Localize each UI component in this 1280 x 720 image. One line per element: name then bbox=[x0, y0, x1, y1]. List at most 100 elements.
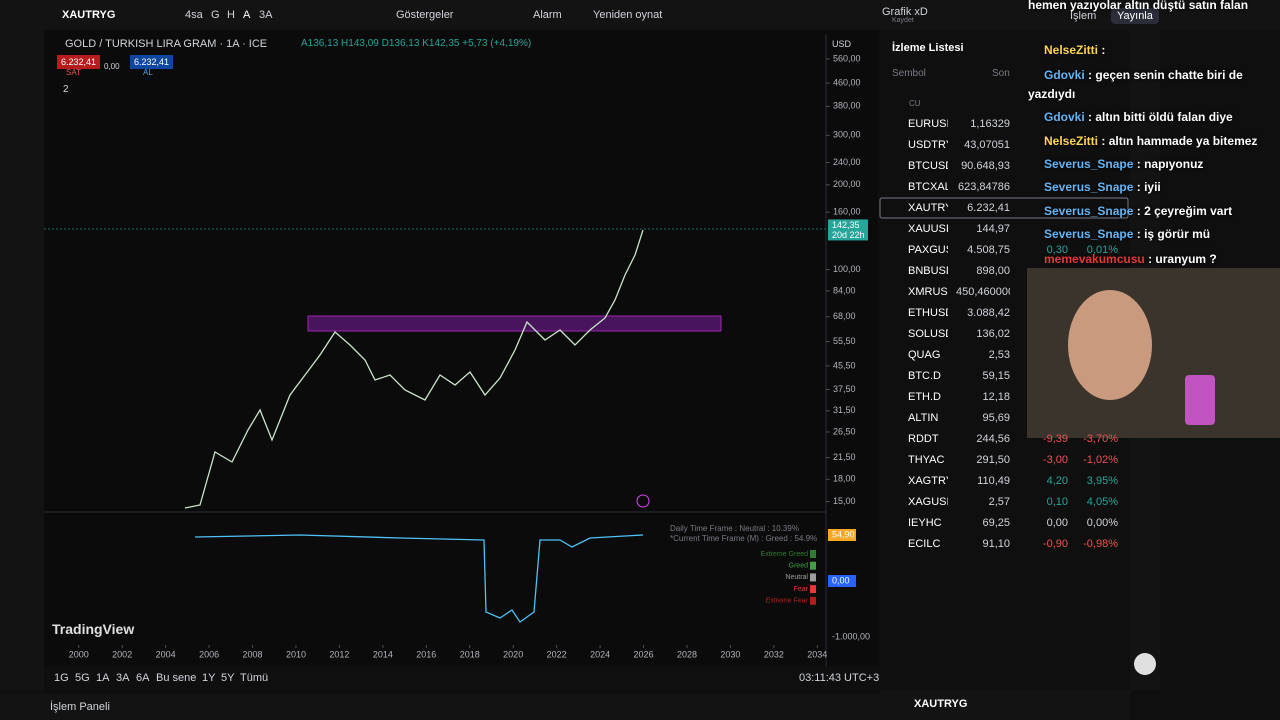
chat-text: : altın hammade ya bitemez bbox=[1101, 134, 1258, 148]
watchlist-symbol[interactable]: BNBUSDT bbox=[908, 265, 948, 277]
watchlist-symbol[interactable]: BTCUSDT bbox=[908, 160, 948, 172]
interval-button[interactable]: A bbox=[243, 9, 251, 21]
watchlist-last: 6.232,41 bbox=[967, 202, 1010, 214]
x-tick-label: 2032 bbox=[764, 649, 784, 659]
x-tick-label: 2026 bbox=[634, 649, 654, 659]
watchlist-last: 244,56 bbox=[976, 433, 1010, 445]
indicator-axis-label: -1.000,00 bbox=[832, 631, 870, 641]
chat-username[interactable]: Gdovki bbox=[1044, 110, 1085, 124]
range-button[interactable]: 5Y bbox=[221, 672, 235, 684]
watchlist-group: CU bbox=[909, 99, 921, 108]
indicator-axis-label: 0,00 bbox=[832, 575, 850, 585]
column-header: Son bbox=[992, 68, 1010, 79]
watchlist-symbol[interactable]: XAUUSI bbox=[908, 223, 948, 235]
range-button[interactable]: 6A bbox=[136, 672, 150, 684]
interval-button[interactable]: 4sa bbox=[185, 9, 203, 21]
watchlist-change-percent: 0,00% bbox=[1086, 517, 1118, 529]
clock: 03:11:43 UTC+3 bbox=[799, 672, 880, 684]
column-header: Sembol bbox=[892, 68, 926, 79]
indicators-button[interactable]: Göstergeler bbox=[396, 9, 454, 21]
watchlist-symbol[interactable]: RDDT bbox=[908, 433, 939, 445]
watchlist-symbol[interactable]: ETH.D bbox=[908, 391, 941, 403]
chat-username[interactable]: Severus_Snape bbox=[1044, 204, 1134, 218]
x-tick-label: 2016 bbox=[416, 649, 436, 659]
chat-text: : altın bitti öldü falan diye bbox=[1088, 110, 1233, 124]
chat-username[interactable]: Gdovki bbox=[1044, 68, 1085, 82]
watchlist-symbol[interactable]: ECILC bbox=[908, 538, 941, 550]
ohlc-values: A136,13 H143,09 D136,13 K142,35 +5,73 (+… bbox=[301, 38, 532, 49]
countdown: 20d 22h bbox=[832, 230, 865, 240]
range-button[interactable]: Tümü bbox=[240, 672, 269, 684]
watchlist-title[interactable]: İzleme Listesi bbox=[892, 42, 964, 54]
axis-tag bbox=[828, 529, 856, 541]
symbol-search[interactable]: XAUTRYG bbox=[62, 9, 116, 21]
watchlist-change: 0,30 bbox=[1046, 244, 1068, 256]
chat-username[interactable]: NelseZitti bbox=[1044, 134, 1099, 148]
trading-panel-tab[interactable]: İşlem Paneli bbox=[50, 701, 110, 713]
layout-name[interactable]: Grafik xD bbox=[882, 6, 928, 18]
watchlist-symbol[interactable]: BTCXAL bbox=[908, 181, 948, 193]
chat-username[interactable]: NelseZitti bbox=[1044, 43, 1099, 57]
chat-message: hemen yazıyolar altın düştü satın falan bbox=[1028, 0, 1278, 15]
watchlist-last: 95,69 bbox=[982, 412, 1010, 424]
watchlist-symbol[interactable]: USDTRY bbox=[908, 139, 948, 151]
chat-text: : uranyum ? bbox=[1148, 252, 1217, 266]
y-tick-label: 160,00 bbox=[833, 207, 861, 217]
range-button[interactable]: 5G bbox=[75, 672, 90, 684]
watchlist-last: 1,16329 bbox=[970, 118, 1010, 130]
interval-button[interactable]: 3A bbox=[259, 9, 273, 21]
watchlist-symbol[interactable]: BTC.D bbox=[908, 370, 941, 382]
chat-username[interactable]: memevakumcusu bbox=[1044, 252, 1145, 266]
chat-username[interactable]: Severus_Snape bbox=[1044, 227, 1134, 241]
watchlist-symbol[interactable]: QUAG bbox=[908, 349, 941, 361]
indicator-text: *Current Time Frame (M) : Greed : 54.9% bbox=[670, 534, 817, 543]
watchlist-change: 0,10 bbox=[1046, 496, 1068, 508]
y-tick-label: 100,00 bbox=[833, 264, 861, 274]
watchlist-symbol[interactable]: THYAC bbox=[908, 454, 945, 466]
watchlist-last: 12,18 bbox=[982, 391, 1010, 403]
sell-button[interactable]: SAT bbox=[66, 68, 81, 77]
watchlist-symbol[interactable]: XMRUST bbox=[908, 286, 948, 298]
watchlist-symbol[interactable]: XAUTRY bbox=[908, 202, 948, 214]
watchlist-symbol[interactable]: SOLUSDT bbox=[908, 328, 948, 340]
legend-swatch bbox=[810, 596, 816, 605]
chat-message: Severus_Snape : iyii bbox=[1028, 178, 1278, 197]
watchlist-change-percent: 4,05% bbox=[1086, 496, 1118, 508]
watchlist-symbol[interactable]: ALTIN bbox=[908, 412, 939, 424]
trade-button[interactable]: İşlem bbox=[1070, 10, 1097, 22]
range-button[interactable]: 3A bbox=[116, 672, 130, 684]
alarm-button[interactable]: Alarm bbox=[533, 9, 562, 21]
watchlist-symbol[interactable]: ETHUSDT bbox=[908, 307, 948, 319]
watchlist-last: 91,10 bbox=[982, 538, 1010, 550]
publish-button[interactable]: Yayınla bbox=[1111, 8, 1159, 24]
range-button[interactable]: 1Y bbox=[202, 672, 216, 684]
watchlist-symbol[interactable]: XAGTRY bbox=[908, 475, 948, 487]
chat-username[interactable]: Severus_Snape bbox=[1044, 180, 1134, 194]
chat-text: : iş görür mü bbox=[1136, 227, 1211, 241]
chat-username[interactable]: Severus_Snape bbox=[1044, 157, 1134, 171]
interval-button[interactable]: H bbox=[227, 9, 235, 21]
y-tick-label: 37,50 bbox=[833, 384, 856, 394]
watchlist-symbol[interactable]: IEYHC bbox=[908, 517, 942, 529]
legend-swatch bbox=[810, 573, 816, 582]
sell-price: 6.232,41 bbox=[57, 55, 101, 69]
range-button[interactable]: 1G bbox=[54, 672, 69, 684]
x-tick-label: 2030 bbox=[720, 649, 740, 659]
chat-message: memevakumcusu : uranyum ? bbox=[1028, 250, 1278, 269]
watchlist-symbol[interactable]: PAXGUSDT bbox=[908, 244, 948, 256]
legend-label: Greed bbox=[789, 563, 809, 570]
buy-button[interactable]: AL bbox=[143, 68, 153, 77]
replay-button[interactable]: Yeniden oynat bbox=[593, 9, 663, 21]
watchlist-symbol[interactable]: XAGUSI bbox=[908, 496, 948, 508]
x-tick-label: 2018 bbox=[460, 649, 480, 659]
watchlist-last: 110,49 bbox=[977, 475, 1010, 487]
range-button[interactable]: 1A bbox=[96, 672, 110, 684]
interval-button[interactable]: G bbox=[211, 9, 220, 21]
legend-label: Extreme Fear bbox=[766, 598, 809, 605]
range-button[interactable]: Bu sene bbox=[156, 672, 197, 684]
watchlist-last: 3.088,42 bbox=[967, 307, 1010, 319]
y-tick-label: 26,50 bbox=[833, 426, 856, 436]
watchlist-symbol[interactable]: EURUSI bbox=[908, 118, 948, 130]
chat-text: : napıyonuz bbox=[1136, 157, 1204, 171]
chat-message: Gdovki : geçen senin chatte biri de yazd… bbox=[1028, 66, 1278, 104]
